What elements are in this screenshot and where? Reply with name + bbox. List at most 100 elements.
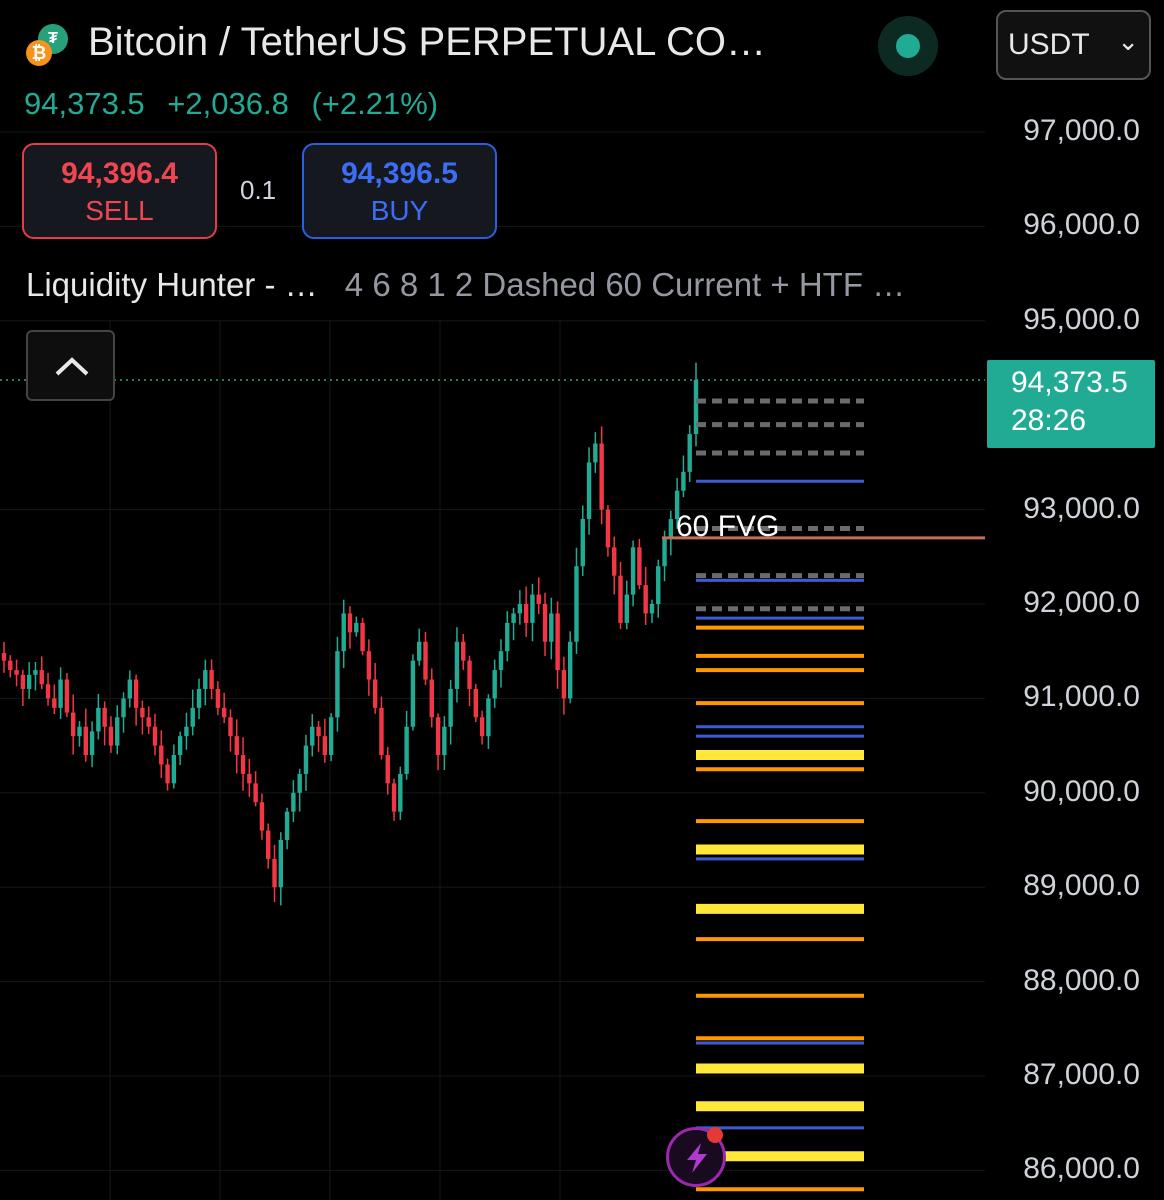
candle-body xyxy=(517,604,523,614)
candle-body xyxy=(693,379,699,435)
candle-body xyxy=(297,773,302,793)
candle-body xyxy=(561,670,567,699)
price-axis-tick: 87,000.0 xyxy=(1023,1058,1140,1091)
candle-body xyxy=(498,651,504,671)
candle-body xyxy=(209,670,214,689)
candle-body xyxy=(479,717,485,737)
candle-body xyxy=(454,641,460,689)
candle-body xyxy=(133,679,139,708)
candle-body xyxy=(574,566,579,642)
candle-body xyxy=(196,688,202,708)
candle-body xyxy=(14,670,19,675)
candle-body xyxy=(240,755,246,774)
candle-body xyxy=(77,726,82,737)
candle-body xyxy=(322,736,328,756)
candle-body xyxy=(316,726,321,737)
candle-body xyxy=(341,613,346,652)
candle-body xyxy=(45,684,51,699)
market-status-indicator[interactable] xyxy=(878,16,938,76)
indicator-name[interactable]: Liquidity Hunter - … xyxy=(26,266,318,303)
candle-body xyxy=(637,547,642,586)
chevron-up-icon xyxy=(55,357,89,376)
candle-body xyxy=(64,679,70,713)
change-percent: (+2.21%) xyxy=(311,86,439,121)
spread-value: 0.1 xyxy=(240,175,277,205)
candle-body xyxy=(102,707,107,727)
candle-body xyxy=(674,490,680,520)
currency-label: USDT xyxy=(1008,28,1090,61)
candle-body xyxy=(215,688,221,708)
collapse-legend-button[interactable] xyxy=(26,330,115,401)
candle-body xyxy=(417,641,422,661)
buy-price: 94,396.5 xyxy=(341,157,458,190)
candle-body xyxy=(410,660,416,727)
candle-body xyxy=(165,764,170,784)
candle-body xyxy=(435,717,441,756)
candle-body xyxy=(140,707,145,718)
candle-body xyxy=(234,736,239,756)
candle-body xyxy=(71,712,76,737)
buy-button[interactable]: 94,396.5 BUY xyxy=(302,143,497,239)
candle-body xyxy=(278,840,283,888)
sell-button[interactable]: 94,396.4 SELL xyxy=(22,143,217,239)
candle-body xyxy=(20,674,26,689)
price-axis-tick: 95,000.0 xyxy=(1023,302,1140,336)
currency-selector[interactable]: USDT ⌄ xyxy=(996,10,1151,80)
price-summary: 94,373.5 +2,036.8 (+2.21%) xyxy=(24,86,452,122)
candle-body xyxy=(26,674,32,689)
candle-body xyxy=(354,622,359,633)
status-dot-icon xyxy=(896,34,920,58)
candle-body xyxy=(511,613,516,623)
candle-body xyxy=(310,726,315,746)
chevron-down-icon: ⌄ xyxy=(1117,26,1139,56)
price-axis-tick: 86,000.0 xyxy=(1023,1152,1140,1186)
candle-body xyxy=(89,731,95,756)
candle-body xyxy=(360,622,365,652)
candle-body xyxy=(567,641,573,699)
indicator-params: 4 6 8 1 2 Dashed 60 Current + HTF … xyxy=(344,266,906,303)
candle-body xyxy=(221,707,227,718)
price-axis-tick: 91,000.0 xyxy=(1023,680,1140,714)
candle-body xyxy=(328,717,334,756)
candle-body xyxy=(253,783,258,803)
candle-body xyxy=(599,443,604,510)
candle-body xyxy=(159,745,164,765)
change-absolute: +2,036.8 xyxy=(167,86,289,121)
candle-body xyxy=(593,443,598,463)
candle-body xyxy=(366,651,372,680)
candle-body xyxy=(259,802,265,831)
symbol-icon: ₮ ₿ xyxy=(24,22,68,66)
candle-body xyxy=(33,670,38,675)
candle-body xyxy=(486,698,491,737)
candle-body xyxy=(39,670,44,685)
candle-body xyxy=(656,566,661,604)
candle-body xyxy=(115,717,120,746)
candle-body xyxy=(536,594,541,604)
candle-body xyxy=(247,773,252,784)
candle-body xyxy=(492,670,497,699)
indicator-legend[interactable]: Liquidity Hunter - … 4 6 8 1 2 Dashed 60… xyxy=(26,266,905,304)
symbol-title[interactable]: Bitcoin / TetherUS PERPETUAL CO… xyxy=(88,20,767,64)
price-axis-tick: 89,000.0 xyxy=(1023,869,1140,903)
last-price-badge: 94,373.5 28:26 xyxy=(987,360,1155,448)
candle-body xyxy=(272,858,277,888)
candle-body xyxy=(649,604,655,614)
candle-body xyxy=(404,726,409,774)
candle-body xyxy=(1,653,7,661)
candle-body xyxy=(52,698,57,708)
candle-body xyxy=(643,585,648,614)
candle-body xyxy=(624,594,629,623)
candle-body xyxy=(398,773,403,812)
candle-body xyxy=(423,641,428,680)
candle-body xyxy=(190,707,195,727)
price-axis-tick: 97,000.0 xyxy=(1023,114,1140,147)
candle-body xyxy=(184,726,189,737)
candle-body xyxy=(555,613,560,671)
badge-price: 94,373.5 xyxy=(1011,366,1128,399)
price-axis-tick: 93,000.0 xyxy=(1023,491,1140,525)
candle-body xyxy=(335,651,340,718)
candle-body xyxy=(448,688,453,727)
candle-body xyxy=(152,726,158,746)
candle-body xyxy=(291,792,296,812)
